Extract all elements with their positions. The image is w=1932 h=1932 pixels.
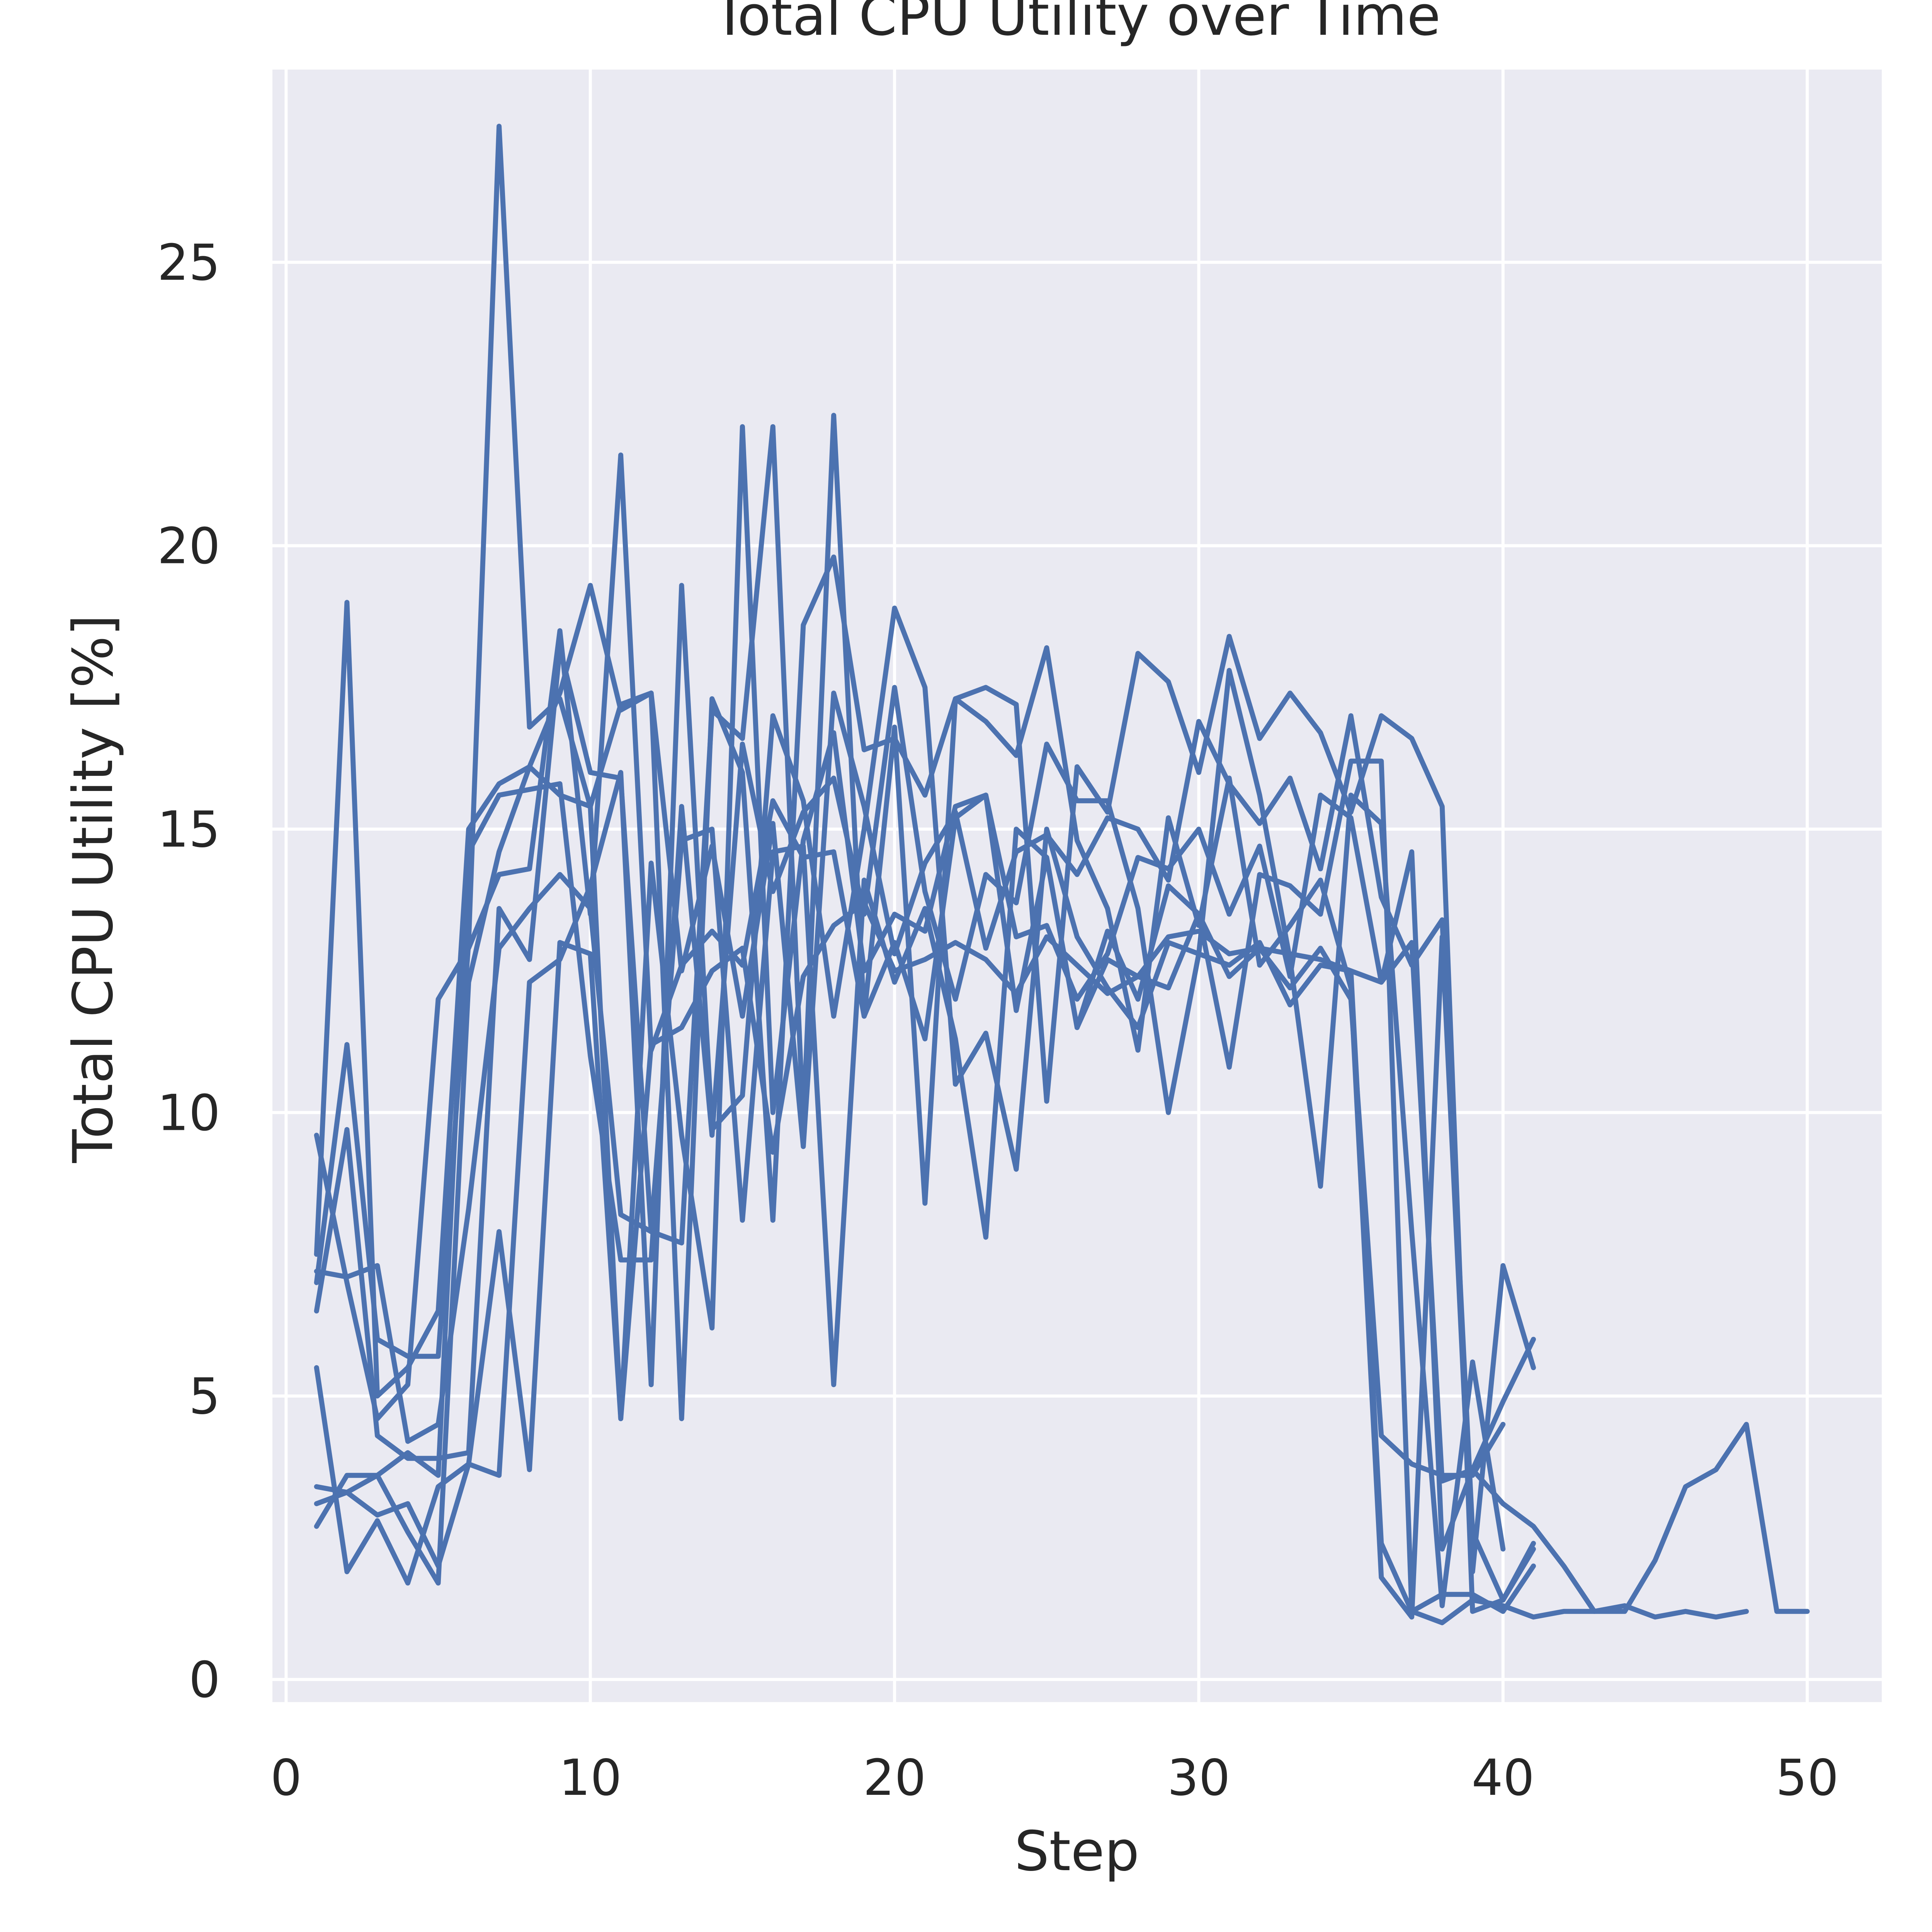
x-tick-label: 0	[270, 1749, 302, 1807]
x-tick-labels: 0 10 20 30 40 50	[270, 1749, 1839, 1807]
series-line-5	[314, 413, 1536, 1620]
y-tick-label: 0	[189, 1651, 220, 1709]
series-line-3	[314, 452, 1536, 1614]
series-lines	[314, 124, 1810, 1626]
series-line-4	[314, 124, 1536, 1614]
y-grid	[272, 260, 1882, 1681]
y-tick-label: 5	[189, 1368, 220, 1425]
x-tick-label: 10	[559, 1749, 622, 1807]
chart-title: Total CPU Utility over Time	[713, 0, 1441, 48]
series-line-9	[314, 668, 1506, 1609]
y-tick-labels: 0 5 10 15 20 25	[157, 234, 220, 1709]
y-tick-label: 20	[157, 517, 220, 575]
series-line-6	[314, 424, 1536, 1586]
series-line-1	[314, 583, 1810, 1614]
x-tick-label: 40	[1471, 1749, 1534, 1807]
x-axis-label: Step	[1014, 1820, 1139, 1883]
y-tick-label: 15	[157, 801, 220, 859]
y-tick-label: 10	[157, 1084, 220, 1142]
x-tick-label: 20	[863, 1749, 926, 1807]
series-line-8	[314, 827, 1506, 1478]
plot-background	[272, 70, 1882, 1702]
y-tick-label: 25	[157, 234, 220, 292]
series-line-7	[314, 583, 1536, 1603]
x-tick-label: 50	[1776, 1749, 1839, 1807]
x-tick-label: 30	[1167, 1749, 1230, 1807]
y-axis-label: Total CPU Utility [%]	[61, 614, 125, 1163]
x-grid	[284, 70, 1809, 1702]
